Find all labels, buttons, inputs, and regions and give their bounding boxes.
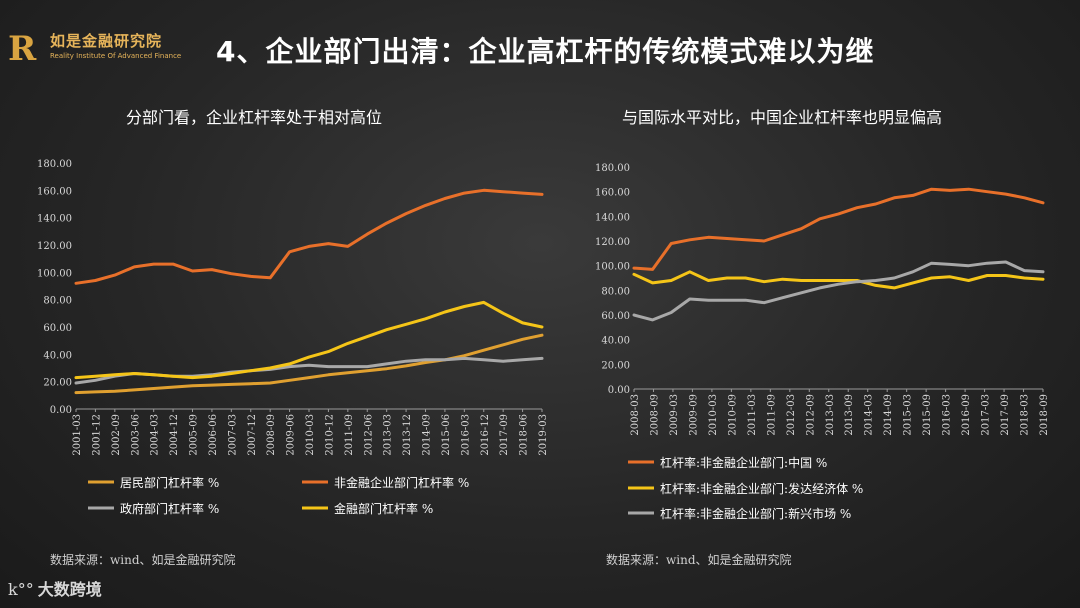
x-tick-label: 2004-12 bbox=[169, 414, 180, 456]
x-tick-label: 2015-06 bbox=[441, 414, 452, 456]
x-tick-label: 2012-06 bbox=[363, 414, 374, 456]
series-line-1 bbox=[74, 333, 544, 395]
x-tick-label: 2016-03 bbox=[460, 414, 471, 456]
x-tick-label: 2004-03 bbox=[150, 414, 161, 456]
x-tick-label: 2013-09 bbox=[844, 394, 855, 436]
y-tick-label: 60.00 bbox=[601, 311, 630, 322]
y-tick-label: 20.00 bbox=[601, 360, 630, 371]
x-tick-label: 2015-09 bbox=[922, 394, 933, 436]
x-tick-label: 2018-09 bbox=[1039, 394, 1050, 436]
x-tick-label: 2009-03 bbox=[669, 394, 680, 436]
x-tick-label: 2006-06 bbox=[208, 414, 219, 456]
x-tick-label: 2010-03 bbox=[708, 394, 719, 436]
x-tick-label: 2017-09 bbox=[499, 414, 510, 456]
watermark-text: 大数跨境 bbox=[37, 580, 102, 599]
series-line-4 bbox=[74, 300, 544, 380]
watermark-icon: k°° bbox=[8, 580, 34, 599]
y-tick-label: 0.00 bbox=[50, 405, 72, 416]
x-tick-label: 2002-09 bbox=[111, 414, 122, 456]
x-tick-label: 2009-06 bbox=[286, 414, 297, 456]
x-tick-label: 2010-09 bbox=[727, 394, 738, 436]
x-tick-label: 2010-12 bbox=[324, 414, 335, 456]
y-tick-label: 20.00 bbox=[43, 378, 72, 389]
x-tick-label: 2016-09 bbox=[961, 394, 972, 436]
x-tick-label: 2007-03 bbox=[227, 414, 238, 456]
y-tick-label: 80.00 bbox=[43, 296, 72, 307]
x-tick-label: 2018-06 bbox=[519, 414, 530, 456]
x-tick-label: 2008-09 bbox=[266, 414, 277, 456]
logo-name: 如是金融研究院 bbox=[50, 32, 163, 50]
x-tick-label: 2018-03 bbox=[1020, 394, 1031, 436]
y-tick-label: 0.00 bbox=[608, 385, 630, 396]
x-tick-label: 2005-09 bbox=[189, 414, 200, 456]
x-tick-label: 2010-03 bbox=[305, 414, 316, 456]
y-tick-label: 120.00 bbox=[595, 237, 630, 248]
y-tick-label: 160.00 bbox=[37, 186, 72, 197]
left-chart-title: 分部门看，企业杠杆率处于相对高位 bbox=[126, 108, 383, 127]
legend-label: 非金融企业部门杠杆率 % bbox=[334, 475, 469, 490]
y-tick-label: 160.00 bbox=[595, 188, 630, 199]
x-tick-label: 2011-09 bbox=[766, 394, 777, 436]
x-tick-label: 2019-03 bbox=[538, 414, 549, 456]
y-tick-label: 40.00 bbox=[601, 336, 630, 347]
x-tick-label: 2014-03 bbox=[864, 394, 875, 436]
y-tick-label: 120.00 bbox=[37, 241, 72, 252]
x-tick-label: 2013-03 bbox=[825, 394, 836, 436]
page-title: 4、企业部门出清：企业高杠杆的传统模式难以为继 bbox=[216, 35, 875, 68]
x-tick-label: 2014-09 bbox=[422, 414, 433, 456]
x-tick-label: 2012-03 bbox=[786, 394, 797, 436]
x-tick-label: 2012-09 bbox=[805, 394, 816, 436]
legend-label: 政府部门杠杆率 % bbox=[120, 501, 219, 516]
legend-label: 居民部门杠杆率 % bbox=[120, 475, 219, 490]
x-tick-label: 2008-03 bbox=[630, 394, 641, 436]
series-line-2 bbox=[74, 188, 544, 285]
y-tick-label: 100.00 bbox=[37, 268, 72, 279]
logo-mark-icon: R bbox=[8, 29, 37, 69]
legend-label: 金融部门杠杆率 % bbox=[334, 501, 433, 516]
series-line-2 bbox=[632, 270, 1045, 290]
series-line-3 bbox=[632, 260, 1045, 322]
y-tick-label: 140.00 bbox=[37, 214, 72, 225]
y-tick-label: 140.00 bbox=[595, 212, 630, 223]
x-tick-label: 2008-09 bbox=[649, 394, 660, 436]
y-tick-label: 40.00 bbox=[43, 350, 72, 361]
x-tick-label: 2013-03 bbox=[383, 414, 394, 456]
x-tick-label: 2001-03 bbox=[72, 414, 83, 456]
y-tick-label: 100.00 bbox=[595, 262, 630, 273]
x-tick-label: 2007-12 bbox=[247, 414, 258, 456]
x-tick-label: 2009-09 bbox=[688, 394, 699, 436]
y-tick-label: 180.00 bbox=[595, 163, 630, 174]
x-tick-label: 2014-09 bbox=[883, 394, 894, 436]
x-tick-label: 2013-12 bbox=[402, 414, 413, 456]
legend-label: 杠杆率:非金融企业部门:发达经济体 % bbox=[660, 481, 863, 496]
right-chart-title: 与国际水平对比，中国企业杠杆率也明显偏高 bbox=[622, 108, 943, 127]
x-tick-label: 2016-03 bbox=[942, 394, 953, 436]
x-tick-label: 2001-12 bbox=[91, 414, 102, 456]
x-tick-label: 2017-03 bbox=[981, 394, 992, 436]
x-tick-label: 2011-09 bbox=[344, 414, 355, 456]
x-tick-label: 2011-03 bbox=[747, 394, 758, 436]
logo-english-name: Reality Institute Of Advanced Finance bbox=[50, 52, 182, 60]
y-tick-label: 80.00 bbox=[601, 286, 630, 297]
legend-label: 杠杆率:非金融企业部门:新兴市场 % bbox=[660, 506, 851, 521]
y-tick-label: 180.00 bbox=[37, 159, 72, 170]
logo: R 如是金融研究院 Reality Institute Of Advanced … bbox=[8, 28, 208, 72]
x-tick-label: 2003-06 bbox=[130, 414, 141, 456]
x-tick-label: 2016-12 bbox=[480, 414, 491, 456]
legend-label: 杠杆率:非金融企业部门:中国 % bbox=[660, 455, 827, 470]
right-source: 数据来源：wind、如是金融研究院 bbox=[606, 553, 792, 567]
x-tick-label: 2017-09 bbox=[1000, 394, 1011, 436]
series-line-1 bbox=[632, 187, 1045, 271]
y-tick-label: 60.00 bbox=[43, 323, 72, 334]
x-tick-label: 2015-03 bbox=[903, 394, 914, 436]
watermark: k°° 大数跨境 bbox=[8, 576, 102, 600]
left-source: 数据来源：wind、如是金融研究院 bbox=[50, 553, 236, 567]
